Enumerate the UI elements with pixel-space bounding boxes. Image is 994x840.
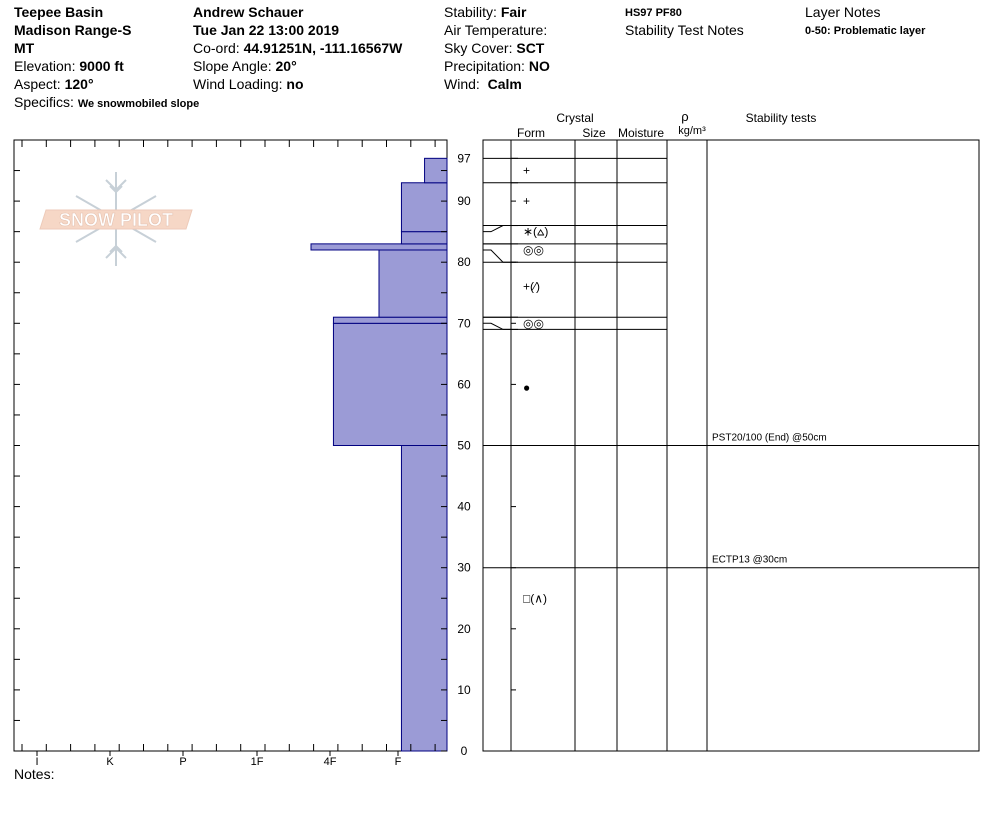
logo-banner <box>39 209 193 230</box>
hardness-bar <box>400 182 448 233</box>
crystal-form-symbol: + <box>523 194 530 208</box>
hardness-bar <box>310 243 448 251</box>
hardness-bar <box>332 316 448 324</box>
wind: Wind: Calm <box>444 76 522 92</box>
elevation: Elevation: 9000 ft <box>14 58 124 74</box>
depth-tick-label: 40 <box>457 500 471 514</box>
stability: Stability: Fair <box>444 4 527 20</box>
depth-tick-label: 97 <box>457 151 471 165</box>
hardness-bar <box>400 231 448 245</box>
hs-pf: HS97 PF80 <box>625 7 682 19</box>
hardness-tick-label: K <box>106 756 114 768</box>
notes-label: Notes: <box>14 766 55 782</box>
layer-notes-label: Layer Notes <box>805 4 881 20</box>
logo-text: SNOW PILOT <box>59 210 173 230</box>
hardness-x-axis: I K P 1F 4F F <box>21 140 436 768</box>
crystal-form-symbol: +(⁄) <box>523 280 540 294</box>
depth-tick-label: 70 <box>457 316 471 330</box>
layer-connector <box>483 225 511 233</box>
crystal-form-symbol: □(∧) <box>523 591 547 605</box>
aspect: Aspect: 120° <box>14 76 94 92</box>
depth-tick-label: 20 <box>457 622 471 636</box>
depth-tick-label: 10 <box>457 683 471 697</box>
hardness-bar <box>332 322 448 446</box>
depth-tick-label: 90 <box>457 194 471 208</box>
observer-name: Andrew Schauer <box>193 4 304 20</box>
stability-test-results: PST20/100 (End) @50cm ECTP13 @30cm <box>483 433 979 569</box>
hardness-bar <box>378 249 448 318</box>
size-header: Size <box>582 126 606 140</box>
hardness-tick-label: P <box>179 756 186 768</box>
crystal-form-symbol: ◎◎ <box>523 316 544 330</box>
specifics: Specifics: We snowmobiled slope <box>14 94 200 110</box>
hardness-profile <box>310 157 448 752</box>
crystal-header: Crystal <box>556 111 593 125</box>
precipitation: Precipitation: NO <box>444 58 550 74</box>
hardness-tick-label: F <box>395 756 402 768</box>
depth-axis: 0 10 20 30 40 50 60 70 80 90 97 <box>14 151 471 758</box>
form-header: Form <box>517 126 545 140</box>
layer-connector <box>483 322 511 330</box>
crystal-forms: + + ∗(⩟) ◎◎ +(⁄) ◎◎ ● □(∧) <box>523 164 548 606</box>
coordinates: Co-ord: 44.91251N, -111.16567W <box>193 40 403 56</box>
snowpilot-logo: SNOW PILOT <box>39 172 193 266</box>
slope-angle: Slope Angle: 20° <box>193 58 297 74</box>
hardness-tick-label: 4F <box>324 756 337 768</box>
range-name: Madison Range-S <box>14 22 132 38</box>
moisture-header: Moisture <box>618 126 664 140</box>
sky-cover: Sky Cover: SCT <box>444 40 545 56</box>
depth-tick-label: 30 <box>457 561 471 575</box>
depth-tick-label: 0 <box>461 744 468 758</box>
crystal-form-symbol: ◎◎ <box>523 243 544 257</box>
stability-test-label: ECTP13 @30cm <box>712 555 787 566</box>
layer-connector <box>483 249 511 263</box>
crystal-form-symbol: ∗(⩟) <box>523 225 548 239</box>
stability-test-notes-label: Stability Test Notes <box>625 22 744 38</box>
layer-notes-value: 0-50: Problematic layer <box>805 25 926 37</box>
depth-tick-label: 80 <box>457 255 471 269</box>
air-temperature: Air Temperature: <box>444 22 548 38</box>
density-rho-header: ρ <box>681 109 688 124</box>
wind-loading: Wind Loading: no <box>193 76 304 92</box>
hardness-bar <box>400 445 448 752</box>
layer-boundaries <box>483 157 667 691</box>
stability-test-label: PST20/100 (End) @50cm <box>712 433 827 444</box>
observation-datetime: Tue Jan 22 13:00 2019 <box>193 22 340 38</box>
hardness-tick-label: I <box>35 756 38 768</box>
crystal-form-symbol: ● <box>523 380 530 394</box>
crystal-form-symbol: + <box>523 164 530 178</box>
hardness-tick-label: 1F <box>251 756 264 768</box>
depth-tick-label: 50 <box>457 439 471 453</box>
density-unit-header: kg/m³ <box>678 125 706 137</box>
stability-tests-header: Stability tests <box>746 111 817 125</box>
state-name: MT <box>14 40 35 56</box>
depth-tick-label: 60 <box>457 377 471 391</box>
location-name: Teepee Basin <box>14 4 104 20</box>
